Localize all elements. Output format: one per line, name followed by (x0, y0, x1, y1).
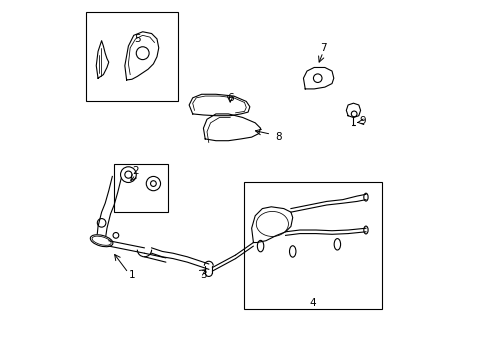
Text: 9: 9 (358, 116, 365, 126)
Bar (244, 182, 381, 309)
Text: 3: 3 (200, 270, 206, 280)
Bar (85, 12, 178, 102)
Text: 1: 1 (128, 270, 135, 280)
Text: 8: 8 (275, 132, 281, 142)
Text: 6: 6 (226, 93, 233, 103)
Text: 2: 2 (132, 166, 139, 176)
Bar (114, 164, 167, 212)
Text: 4: 4 (308, 298, 315, 308)
Text: 5: 5 (134, 34, 141, 44)
Text: 7: 7 (319, 43, 325, 53)
